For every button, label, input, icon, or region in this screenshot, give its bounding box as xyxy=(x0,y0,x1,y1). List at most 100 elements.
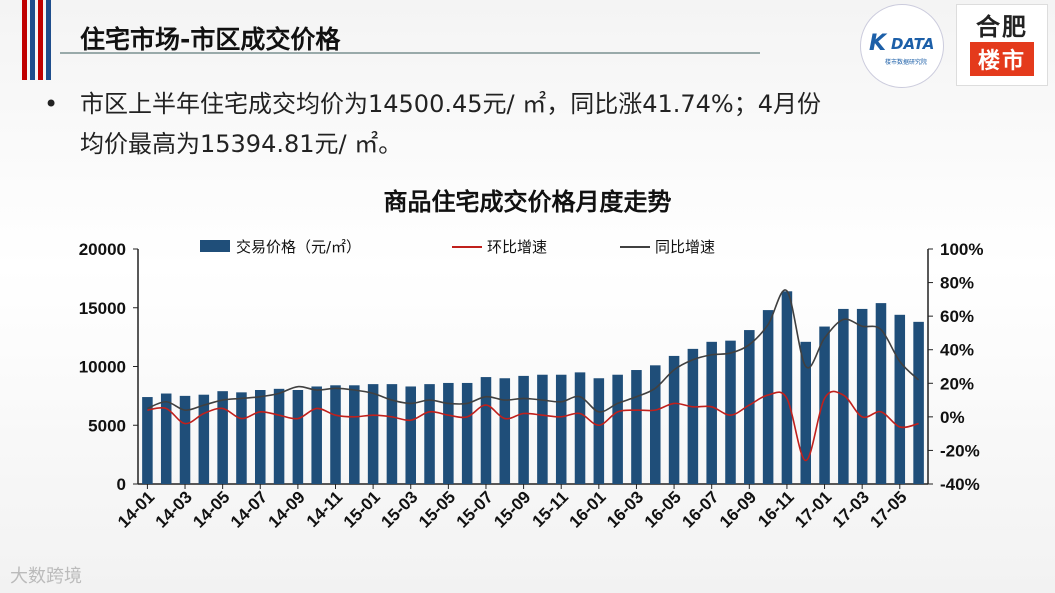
decor-stripe-blue-2 xyxy=(46,0,51,80)
line-mom-growth xyxy=(147,390,919,462)
x-tick-label: 14-09 xyxy=(265,487,309,531)
bar-price xyxy=(725,340,736,484)
bar-price xyxy=(555,374,567,484)
bar-price xyxy=(894,314,906,484)
bar-price xyxy=(179,395,191,484)
y-left-tick-label: 20000 xyxy=(79,240,126,259)
summary-line-1: 市区上半年住宅成交均价为14500.45元/ ㎡，同比涨41.74%；4月份 xyxy=(80,90,822,118)
bar-price xyxy=(499,378,511,484)
bar-price xyxy=(800,341,812,484)
bar-price xyxy=(819,326,830,484)
bar-price xyxy=(311,386,322,484)
watermark: 大数跨境 xyxy=(10,566,82,587)
y-right-tick-label: 20% xyxy=(940,374,974,393)
y-right-tick-label: 0% xyxy=(940,408,965,427)
bar-price xyxy=(254,390,266,484)
hefei-loushi-logo: 合肥 楼市 xyxy=(956,4,1048,86)
y-left-tick-label: 5000 xyxy=(88,416,126,435)
x-tick-label: 17-05 xyxy=(866,487,910,531)
bar-price xyxy=(142,397,153,484)
bar-price xyxy=(405,386,417,484)
y-right-tick-label: 40% xyxy=(940,341,974,360)
bar-price xyxy=(367,384,379,484)
decor-stripe-red-1 xyxy=(22,0,27,80)
legend-swatch-price xyxy=(200,240,230,252)
bar-price xyxy=(875,303,887,484)
y-right-tick-label: 100% xyxy=(940,240,983,259)
bar-price xyxy=(443,382,454,484)
x-tick-label: 16-03 xyxy=(603,487,647,531)
y-right-tick-label: -40% xyxy=(940,475,980,494)
page-title: 住宅市场-市区成交价格 xyxy=(80,25,341,54)
bar-price xyxy=(292,390,304,484)
bar-price xyxy=(706,341,717,484)
legend-label-price: 交易价格（元/㎡） xyxy=(236,238,361,256)
bar-price xyxy=(273,388,285,484)
bar-price xyxy=(217,391,228,484)
decor-stripe-blue-1 xyxy=(30,0,35,80)
x-tick-label: 15-11 xyxy=(529,487,573,531)
x-tick-label: 14-05 xyxy=(189,487,233,531)
line-yoy-growth xyxy=(147,289,920,413)
bullet-dot: • xyxy=(44,90,59,118)
x-tick-label: 16-09 xyxy=(716,487,760,531)
bar-price xyxy=(781,291,793,484)
title-divider xyxy=(60,52,760,54)
kdata-logo-text: DATA xyxy=(891,35,935,53)
bar-price xyxy=(838,308,849,484)
kdata-logo-subtitle: 楼市数据研究院 xyxy=(885,59,928,66)
x-tick-label: 14-01 xyxy=(114,487,158,531)
x-tick-label: 16-11 xyxy=(754,487,798,531)
x-tick-label: 17-01 xyxy=(791,487,835,531)
legend-label-mom: 环比增速 xyxy=(487,238,547,256)
x-tick-label: 14-11 xyxy=(303,487,347,531)
bar-price xyxy=(518,375,529,484)
x-tick-label: 15-07 xyxy=(453,487,497,531)
x-tick-label: 16-05 xyxy=(641,487,685,531)
bar-price xyxy=(762,310,774,484)
x-tick-label: 16-07 xyxy=(678,487,722,531)
y-right-tick-label: 80% xyxy=(940,274,974,293)
x-tick-label: 14-07 xyxy=(227,487,271,531)
x-tick-label: 15-01 xyxy=(340,487,384,531)
bar-price xyxy=(330,385,341,484)
decor-stripe-red-2 xyxy=(38,0,43,80)
hefei-logo-top: 合肥 xyxy=(976,12,1028,41)
hefei-logo-bottom: 楼市 xyxy=(969,42,1034,76)
bar-price xyxy=(687,348,699,484)
bar-price xyxy=(744,330,755,484)
bar-price xyxy=(631,370,642,484)
kdata-logo: K DATA 楼市数据研究院 xyxy=(860,4,944,88)
bar-price xyxy=(198,394,210,484)
x-tick-label: 16-01 xyxy=(565,487,609,531)
y-right-tick-label: 60% xyxy=(940,307,974,326)
bar-price xyxy=(537,374,548,484)
bar-price xyxy=(480,377,492,484)
bar-price xyxy=(593,378,605,484)
x-tick-label: 17-03 xyxy=(829,487,873,531)
legend-label-yoy: 同比增速 xyxy=(655,238,715,256)
kdata-logo-mark: K xyxy=(869,31,887,56)
bar-price xyxy=(574,372,586,484)
y-left-tick-label: 15000 xyxy=(79,299,126,318)
x-tick-label: 15-09 xyxy=(490,487,534,531)
summary-bullet: • 市区上半年住宅成交均价为14500.45元/ ㎡，同比涨41.74%；4月份… xyxy=(40,84,980,164)
bar-price xyxy=(386,384,398,484)
bar-price xyxy=(913,321,924,484)
y-right-tick-label: -20% xyxy=(940,441,980,460)
bar-price xyxy=(668,355,680,484)
summary-line-2: 均价最高为15394.81元/ ㎡。 xyxy=(80,130,403,158)
bar-price xyxy=(649,365,661,484)
bar-price xyxy=(424,384,435,484)
bar-price xyxy=(349,385,360,484)
y-left-tick-label: 10000 xyxy=(79,358,126,377)
y-left-tick-label: 0 xyxy=(117,475,126,494)
bar-price xyxy=(612,374,623,484)
chart-title: 商品住宅成交价格月度走势 xyxy=(383,188,672,216)
x-tick-label: 15-05 xyxy=(415,487,459,531)
bar-price xyxy=(160,393,172,484)
bar-price xyxy=(236,392,247,484)
bar-price xyxy=(461,382,473,484)
x-tick-label: 15-03 xyxy=(377,487,421,531)
